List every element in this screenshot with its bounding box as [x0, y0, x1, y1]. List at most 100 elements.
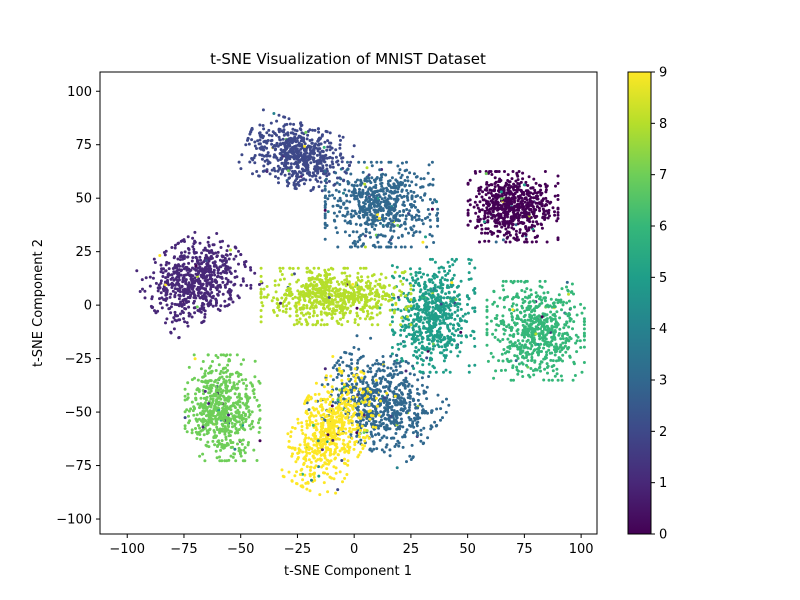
data-point	[465, 320, 469, 324]
data-point	[187, 261, 191, 265]
data-point	[419, 370, 423, 374]
data-point	[313, 128, 317, 132]
data-point	[431, 347, 435, 351]
data-point	[362, 242, 365, 246]
data-point	[377, 233, 380, 237]
data-point	[405, 380, 409, 384]
data-point	[423, 299, 427, 303]
data-point	[508, 240, 512, 244]
data-point	[520, 343, 524, 347]
data-point	[531, 220, 535, 224]
data-point	[498, 339, 502, 343]
data-point	[191, 409, 195, 413]
data-point	[388, 454, 392, 458]
data-point	[319, 167, 323, 171]
data-point	[556, 198, 560, 201]
data-point	[387, 413, 391, 417]
data-point	[510, 202, 514, 206]
data-point	[286, 184, 290, 188]
data-point	[151, 305, 155, 309]
data-point	[374, 433, 377, 437]
data-point	[246, 138, 249, 142]
data-point	[451, 277, 455, 280]
data-point	[424, 330, 428, 334]
data-point	[537, 366, 541, 370]
data-point	[556, 174, 560, 178]
data-point	[335, 214, 339, 218]
data-point	[316, 127, 320, 131]
data-point	[523, 213, 527, 217]
data-point	[474, 171, 478, 175]
data-point	[409, 189, 413, 193]
data-point	[385, 203, 389, 207]
data-point	[271, 130, 275, 134]
data-point	[465, 335, 469, 339]
data-point	[439, 418, 442, 422]
data-point	[186, 255, 189, 259]
data-point	[384, 417, 388, 421]
data-point	[339, 152, 343, 156]
data-point	[270, 142, 274, 146]
data-point	[253, 154, 257, 157]
data-point	[187, 300, 191, 304]
data-point	[509, 378, 513, 382]
data-point	[341, 166, 345, 170]
data-point	[192, 353, 196, 357]
data-point	[500, 195, 504, 198]
data-point	[365, 220, 369, 224]
data-point	[508, 308, 511, 311]
data-point	[219, 271, 223, 275]
data-point	[196, 291, 200, 295]
data-point	[525, 206, 529, 210]
data-point	[467, 364, 471, 368]
data-point	[386, 410, 390, 414]
data-point	[185, 268, 189, 272]
data-point	[293, 145, 297, 148]
data-point	[335, 160, 339, 164]
data-point	[341, 135, 345, 139]
data-point	[519, 279, 523, 283]
data-point	[456, 308, 460, 312]
data-point	[540, 315, 544, 319]
data-point	[210, 256, 214, 260]
data-point	[450, 299, 454, 303]
data-point	[355, 382, 359, 386]
data-point	[430, 409, 434, 413]
data-point	[239, 454, 243, 458]
data-point	[159, 279, 163, 283]
data-point	[547, 348, 551, 352]
data-point	[173, 295, 177, 299]
data-point	[206, 249, 210, 253]
data-point	[383, 385, 387, 389]
data-point	[549, 310, 553, 314]
data-point	[527, 301, 531, 305]
data-point	[361, 190, 365, 194]
data-point	[335, 361, 339, 365]
data-point	[440, 290, 444, 294]
data-point	[323, 179, 327, 183]
data-point	[533, 188, 537, 192]
data-point	[170, 246, 174, 249]
data-point	[172, 278, 176, 282]
data-point	[551, 206, 555, 210]
data-point	[560, 287, 564, 291]
data-point	[421, 442, 425, 446]
data-point	[396, 421, 400, 425]
data-point	[377, 393, 381, 397]
data-point	[441, 416, 444, 420]
data-point	[408, 418, 412, 422]
data-point	[166, 280, 170, 284]
data-point	[502, 323, 506, 327]
data-point	[394, 365, 398, 369]
data-point	[250, 422, 254, 426]
data-point	[199, 310, 203, 314]
data-point	[543, 299, 547, 303]
data-point	[340, 160, 344, 164]
data-point	[232, 283, 236, 287]
data-point	[411, 364, 415, 368]
data-point	[440, 265, 443, 269]
data-point	[473, 310, 477, 314]
data-point	[174, 243, 177, 247]
data-point	[413, 333, 417, 337]
data-point	[492, 194, 496, 198]
